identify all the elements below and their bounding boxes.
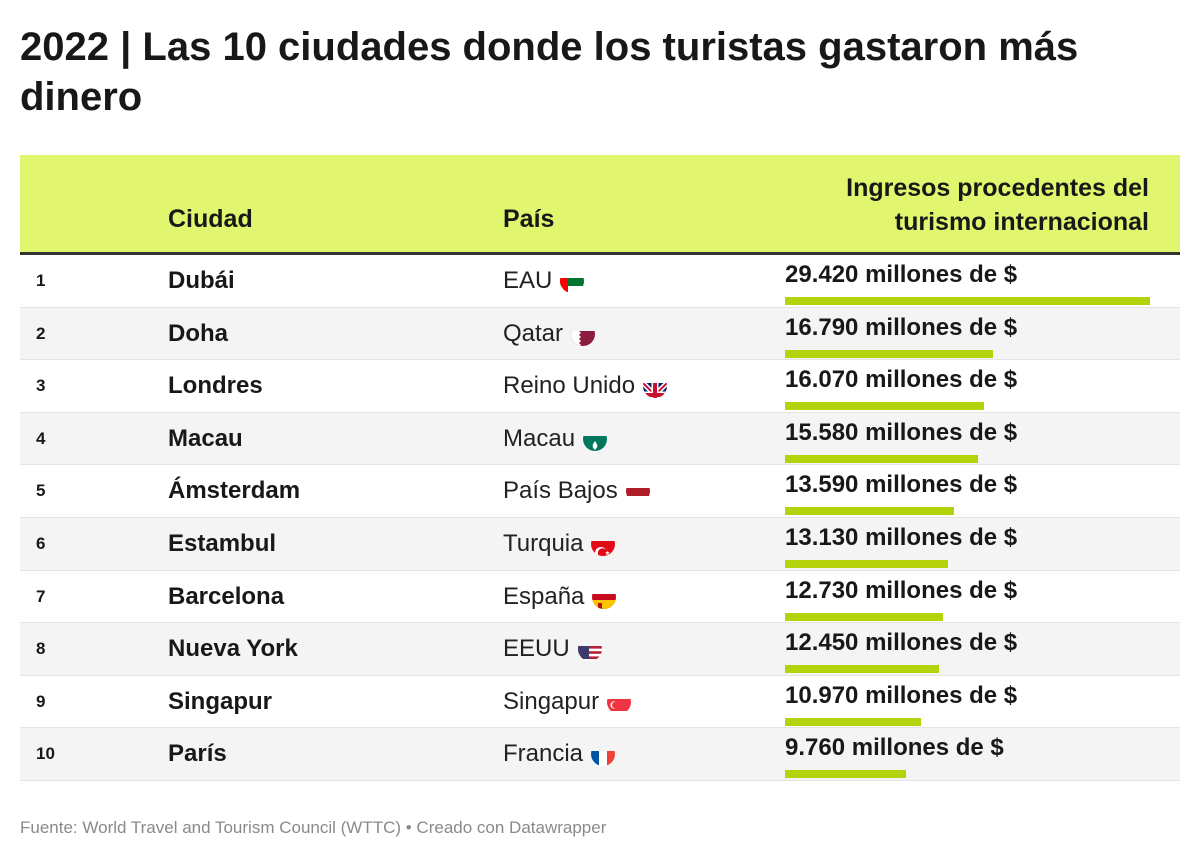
rank-cell: 9 [36, 691, 46, 711]
value-bar [785, 297, 1150, 305]
value-bar [785, 665, 940, 674]
qatar-flag-icon [571, 322, 596, 346]
value-bar [785, 507, 954, 516]
value-bar [785, 717, 922, 726]
country-name: Reino Unido [503, 372, 636, 400]
table-row: 1 Dubái EAU 29.420 millones de $ [20, 255, 1180, 308]
country-name: País Bajos [503, 477, 618, 505]
city-cell: Londres [168, 372, 263, 400]
rank-cell: 8 [36, 639, 46, 659]
country-cell: Qatar [503, 308, 596, 360]
value-cell: 29.420 millones de $ [785, 255, 1165, 307]
netherlands-flag-icon [625, 479, 650, 504]
city-cell: Barcelona [168, 582, 285, 610]
source-footer: Fuente: World Travel and Tourism Council… [20, 818, 607, 837]
city-cell: Macau [168, 424, 243, 452]
singapore-flag-icon [607, 690, 632, 714]
table-row: 9 Singapur Singapur 10.970 millones de $ [20, 675, 1180, 729]
rank-cell: 4 [36, 428, 46, 448]
country-name: Turquia [503, 529, 584, 557]
country-cell: País Bajos [503, 465, 650, 517]
country-name: Singapur [503, 687, 600, 715]
value-cell: 13.590 millones de $ [785, 465, 1165, 517]
table-body: 1 Dubái EAU 29.420 millones de $ 2 Doha … [20, 255, 1180, 781]
ranking-table: Ciudad País Ingresos procedentes del tur… [20, 155, 1180, 781]
value-bar [785, 770, 907, 779]
city-cell: Doha [168, 319, 228, 347]
country-cell: Singapur [503, 676, 632, 728]
country-cell: Macau [503, 413, 608, 465]
table-row: 10 París Francia 9.760 millones de $ [20, 728, 1180, 781]
header-value[interactable]: Ingresos procedentes del turismo interna… [846, 174, 1149, 236]
table-row: 7 Barcelona España 12.730 millones de $ [20, 570, 1180, 624]
spain-flag-icon [592, 585, 617, 609]
table-row: 6 Estambul Turquia 13.130 millones de $ [20, 517, 1180, 571]
uk-flag-icon [643, 374, 668, 399]
table-row: 2 Doha Qatar 16.790 millones de $ [20, 307, 1180, 361]
header-city[interactable]: Ciudad [168, 205, 253, 233]
country-name: EEUU [503, 635, 570, 663]
value-label: 29.420 millones de $ [785, 261, 1018, 288]
value-label: 16.070 millones de $ [785, 366, 1018, 394]
table-row: 5 Ámsterdam País Bajos 13.590 millones d… [20, 465, 1180, 518]
country-name: EAU [503, 267, 553, 294]
value-label: 12.450 millones de $ [785, 629, 1018, 657]
table-row: 4 Macau Macau 15.580 millones de $ [20, 412, 1180, 466]
city-cell: Singapur [168, 687, 273, 715]
value-cell: 13.130 millones de $ [785, 518, 1165, 570]
city-cell: Estambul [168, 529, 277, 557]
rank-cell: 1 [36, 271, 46, 290]
value-bar [785, 559, 948, 568]
country-name: España [503, 582, 585, 610]
value-label: 12.730 millones de $ [785, 576, 1018, 604]
value-label: 15.580 millones de $ [785, 418, 1018, 446]
chart-title: 2022 | Las 10 ciudades donde los turista… [20, 25, 1079, 119]
table-header: Ciudad País Ingresos procedentes del tur… [20, 155, 1180, 255]
country-cell: España [503, 571, 617, 623]
rank-cell: 10 [36, 744, 55, 764]
value-bar [785, 612, 943, 621]
value-cell: 12.730 millones de $ [785, 571, 1165, 623]
value-label: 13.590 millones de $ [785, 471, 1018, 499]
country-name: Qatar [503, 319, 564, 347]
france-flag-icon [591, 742, 616, 767]
country-name: Francia [503, 740, 584, 768]
rank-cell: 6 [36, 533, 46, 553]
country-cell: Turquia [503, 518, 616, 570]
city-cell: Dubái [168, 267, 235, 294]
value-label: 9.760 millones de $ [785, 734, 1004, 762]
country-cell: EAU [503, 255, 585, 307]
value-bar [785, 402, 985, 411]
city-cell: París [168, 740, 227, 768]
value-label: 16.790 millones de $ [785, 313, 1018, 341]
value-bar [785, 454, 979, 463]
uae-flag-icon [560, 269, 585, 293]
rank-cell: 5 [36, 481, 46, 501]
value-cell: 12.450 millones de $ [785, 623, 1165, 675]
value-cell: 9.760 millones de $ [785, 728, 1165, 780]
value-label: 10.970 millones de $ [785, 681, 1018, 709]
turkey-flag-icon [591, 532, 616, 556]
table-row: 8 Nueva York EEUU 12.450 millones de $ [20, 623, 1180, 676]
usa-flag-icon [577, 637, 602, 662]
value-label: 13.130 millones de $ [785, 523, 1018, 551]
country-cell: Reino Unido [503, 360, 668, 412]
rank-cell: 3 [36, 376, 46, 396]
rank-cell: 7 [36, 586, 46, 606]
value-cell: 16.790 millones de $ [785, 308, 1165, 360]
value-cell: 16.070 millones de $ [785, 360, 1165, 412]
country-name: Macau [503, 424, 576, 452]
rank-cell: 2 [36, 323, 46, 343]
table-row: 3 Londres Reino Unido 16.070 millones de… [20, 360, 1180, 413]
value-bar [785, 349, 994, 358]
country-cell: Francia [503, 728, 616, 780]
macau-flag-icon [583, 427, 608, 451]
header-country[interactable]: País [503, 205, 555, 233]
country-cell: EEUU [503, 623, 602, 675]
value-cell: 15.580 millones de $ [785, 413, 1165, 465]
city-cell: Ámsterdam [168, 477, 301, 505]
value-cell: 10.970 millones de $ [785, 676, 1165, 728]
city-cell: Nueva York [168, 635, 298, 663]
